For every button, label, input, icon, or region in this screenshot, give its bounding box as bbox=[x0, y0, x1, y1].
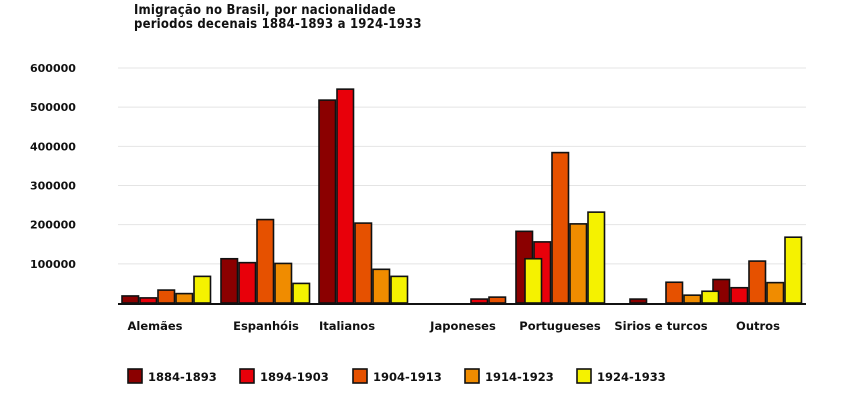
bar bbox=[193, 275, 212, 304]
bar bbox=[139, 297, 158, 304]
bar bbox=[551, 151, 570, 304]
legend-swatch bbox=[352, 368, 368, 384]
legend-label: 1884-1893 bbox=[148, 370, 217, 384]
bar bbox=[569, 223, 588, 304]
legend-swatch bbox=[576, 368, 592, 384]
legend-swatch bbox=[464, 368, 480, 384]
y-tick-label: 500000 bbox=[30, 101, 76, 114]
legend-label: 1894-1903 bbox=[260, 370, 329, 384]
bar bbox=[175, 292, 194, 304]
legend-label: 1914-1923 bbox=[485, 370, 554, 384]
bar bbox=[354, 222, 373, 304]
chart-title-line-1: Imigração no Brasil, por nacionalidade bbox=[134, 3, 396, 18]
bar bbox=[336, 88, 355, 304]
bar bbox=[292, 282, 311, 304]
bar bbox=[470, 298, 489, 304]
bar bbox=[766, 281, 785, 304]
bar bbox=[587, 211, 606, 304]
bar bbox=[372, 268, 391, 304]
bar bbox=[629, 298, 648, 304]
bar bbox=[683, 294, 702, 304]
bar bbox=[701, 290, 720, 304]
bar bbox=[748, 260, 767, 304]
chart-title-line-2: periodos decenais 1884-1893 a 1924-1933 bbox=[134, 17, 422, 32]
bar bbox=[256, 218, 275, 304]
legend-label: 1924-1933 bbox=[597, 370, 666, 384]
x-category-label: Sirios e turcos bbox=[614, 319, 707, 333]
bar bbox=[730, 286, 749, 304]
x-category-label: Italianos bbox=[319, 319, 375, 333]
x-category-label: Alemães bbox=[127, 319, 182, 333]
x-category-label: Portugueses bbox=[519, 319, 601, 333]
bar bbox=[238, 261, 257, 304]
bar bbox=[665, 281, 684, 304]
legend-swatch bbox=[127, 368, 143, 384]
x-category-label: Japoneses bbox=[429, 319, 496, 333]
bar bbox=[157, 289, 176, 304]
y-tick-label: 600000 bbox=[30, 62, 76, 75]
bar bbox=[121, 295, 140, 304]
legend-label: 1904-1913 bbox=[373, 370, 442, 384]
y-tick-label: 400000 bbox=[30, 140, 76, 153]
bar bbox=[524, 257, 543, 304]
chart-title: Imigração no Brasil, por nacionalidade p… bbox=[134, 4, 422, 32]
bar bbox=[318, 99, 337, 304]
y-tick-label: 100000 bbox=[30, 258, 76, 271]
x-category-label: Outros bbox=[736, 319, 780, 333]
y-tick-label: 300000 bbox=[30, 180, 76, 193]
bar bbox=[488, 296, 507, 304]
x-category-label: Espanhóis bbox=[233, 319, 299, 333]
legend-swatch bbox=[239, 368, 255, 384]
bar bbox=[390, 275, 409, 304]
y-tick-label: 200000 bbox=[30, 219, 76, 232]
bar bbox=[220, 257, 239, 304]
bar bbox=[784, 236, 803, 304]
bar bbox=[274, 262, 293, 304]
